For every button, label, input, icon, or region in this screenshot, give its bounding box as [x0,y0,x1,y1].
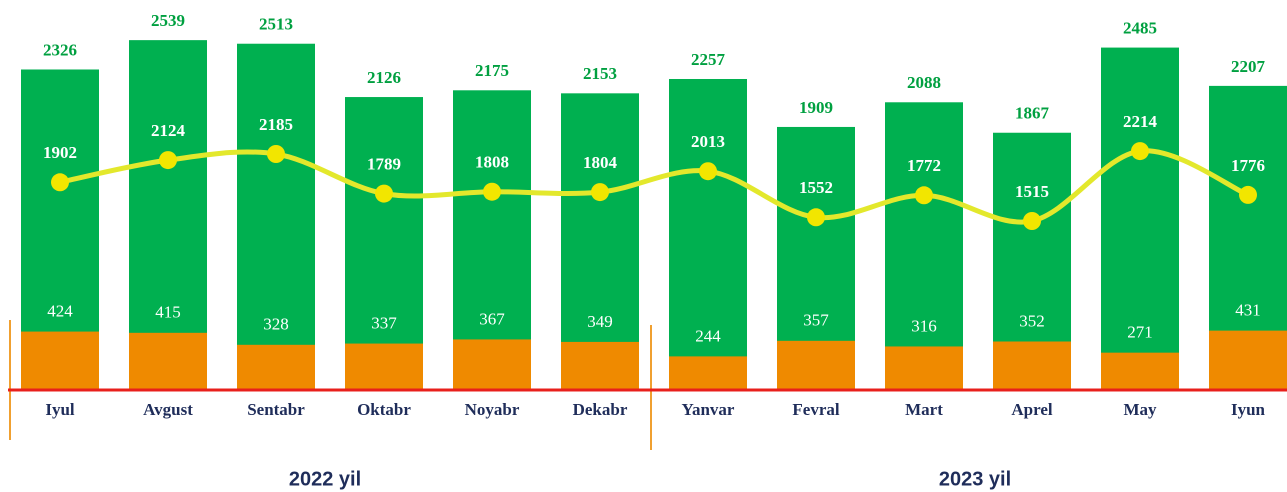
value-label: 337 [371,313,397,332]
bar [129,40,207,391]
x-tick-label: Mart [905,400,943,419]
x-tick-label: Iyul [45,400,75,419]
bar [237,344,315,390]
point-label: 1515 [1015,182,1049,201]
x-tick-label: Yanvar [682,400,735,419]
point [51,173,69,192]
x-tick-label: Dekabr [573,400,628,419]
value-label: 244 [695,326,721,345]
value-label: 352 [1019,311,1045,330]
point [375,184,393,203]
point-label: 1776 [1231,156,1265,175]
value-label: 1867 [1015,104,1050,123]
point [915,186,933,205]
bar [669,356,747,390]
x-tick-label: Sentabr [247,400,305,419]
point-label: 1789 [367,155,401,174]
bar [453,339,531,390]
bar [561,341,639,390]
bar [345,343,423,390]
bar [237,43,315,391]
point [159,151,177,170]
value-label: 1909 [799,98,833,117]
value-label: 328 [263,315,289,334]
bar [1101,352,1179,390]
value-label: 415 [155,303,181,322]
point-label: 2185 [259,115,293,134]
bar [885,102,963,391]
value-label: 2153 [583,64,617,83]
point-label: 1772 [907,156,941,175]
x-tick-label: Fevral [792,400,839,419]
point-label: 1552 [799,178,833,197]
value-label: 349 [587,312,613,331]
bar [993,341,1071,390]
value-label: 2207 [1231,57,1266,76]
point [1023,212,1041,230]
x-tick-label: Noyabr [465,400,520,419]
bar [1209,330,1287,390]
x-tick-label: Aprel [1011,400,1053,419]
point [699,162,717,181]
point [267,145,285,163]
x-tick-label: Avgust [143,400,193,419]
value-label: 357 [803,311,829,330]
point [483,182,501,201]
value-label: 2513 [259,15,293,34]
value-label: 2257 [691,50,726,69]
bar [885,346,963,390]
point-label: 1804 [583,153,618,172]
value-label: 271 [1127,323,1153,342]
point-label: 1902 [43,143,77,162]
x-tick-label: Iyun [1231,400,1266,419]
point [591,183,609,202]
bar [345,97,423,390]
bar [21,331,99,390]
point-label: 1808 [475,153,509,172]
point [807,208,825,227]
bar [561,93,639,390]
value-label: 431 [1235,301,1261,320]
value-label: 2175 [475,61,509,80]
bar [669,78,747,390]
bar [1101,47,1179,391]
x-tick-label: Oktabr [357,400,411,419]
bar [129,332,207,390]
value-label: 2126 [367,68,401,87]
point-label: 2013 [691,132,725,151]
group-label: 2023 yil [939,468,1011,490]
point [1131,142,1149,161]
point-label: 2124 [151,121,186,140]
value-label: 367 [479,309,505,328]
value-label: 424 [47,301,73,320]
point [1239,185,1257,204]
group-label: 2022 yil [289,468,361,490]
point-label: 2214 [1123,112,1158,131]
value-label: 2326 [43,40,77,59]
bar [777,340,855,390]
x-tick-label: May [1123,400,1157,419]
value-label: 2485 [1123,18,1157,37]
value-label: 316 [911,316,937,335]
value-label: 2088 [907,73,941,92]
value-label: 2539 [151,11,185,30]
